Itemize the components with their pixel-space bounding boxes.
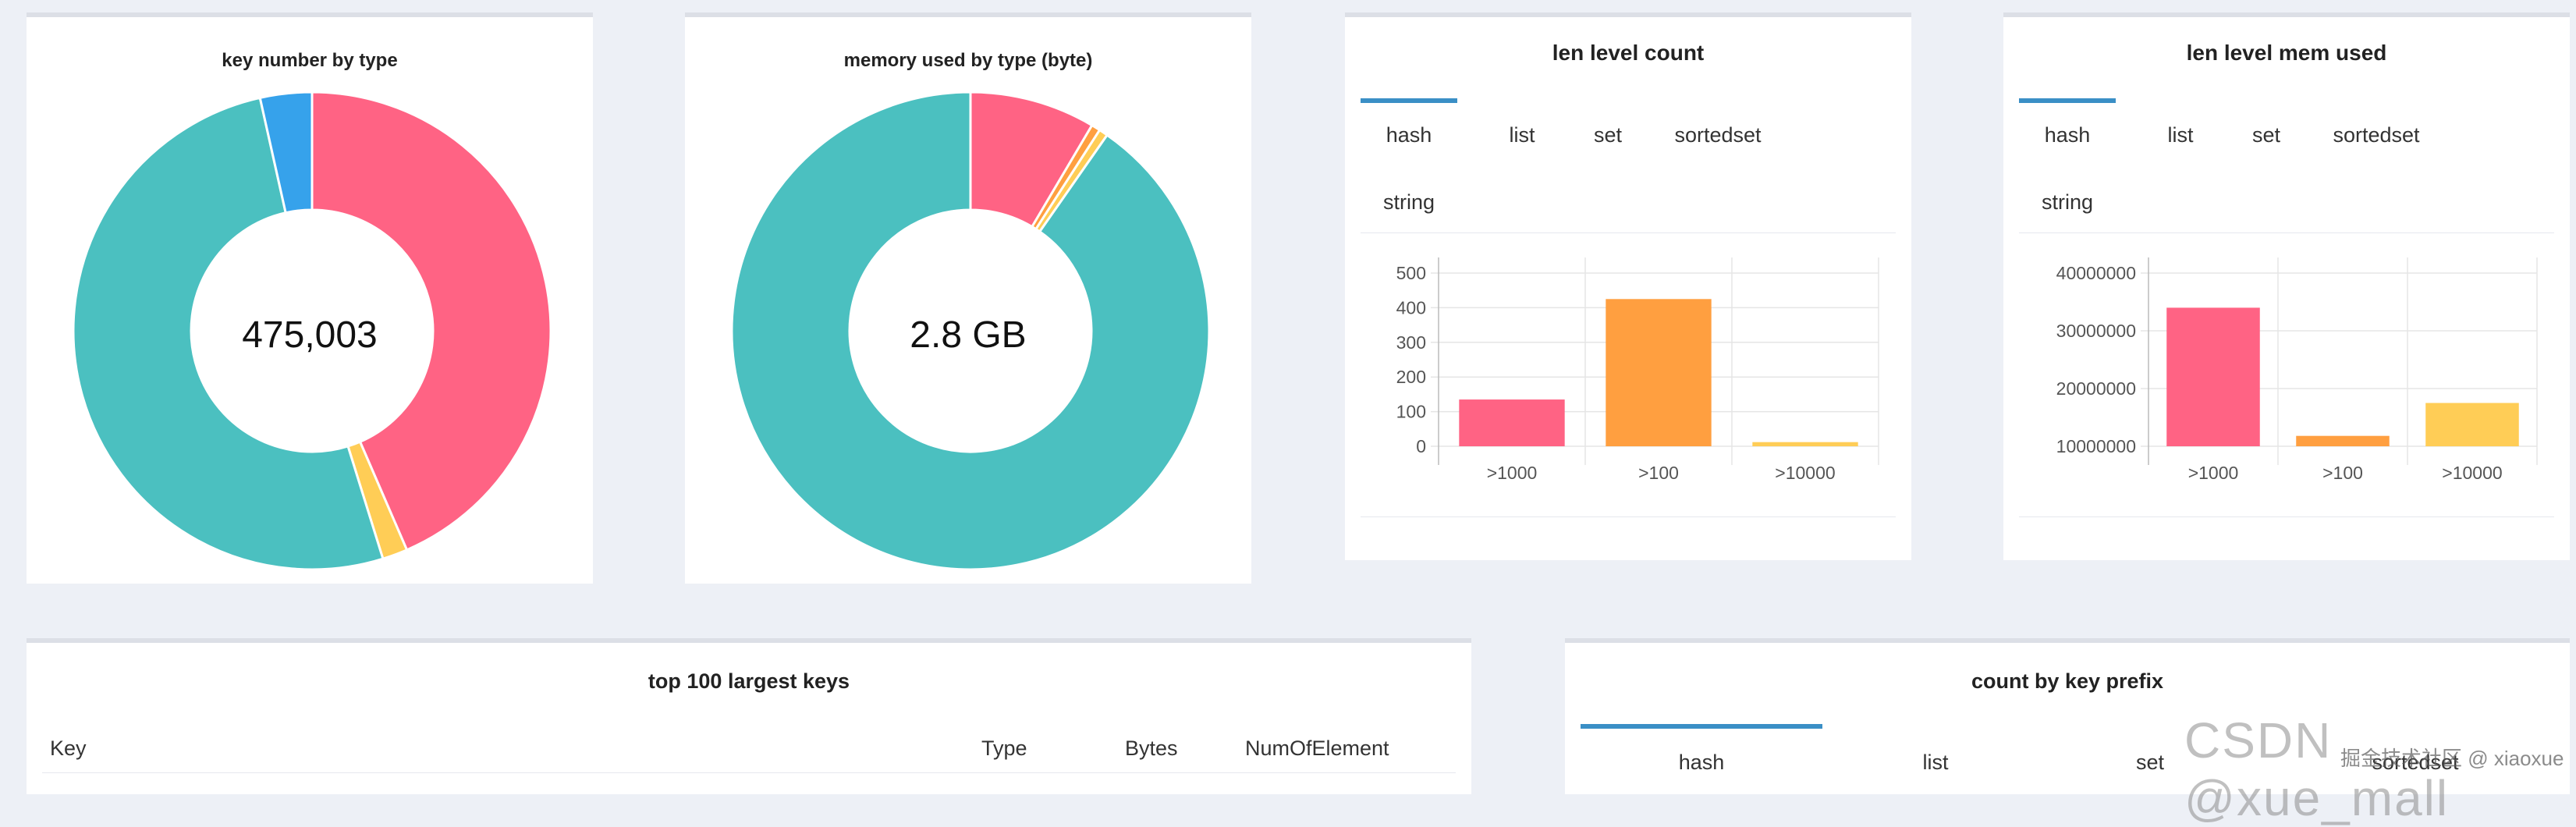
len-count-bar-2[interactable] [1752, 442, 1858, 446]
len-count-ytick-0: 0 [1416, 436, 1426, 456]
memory-title: memory used by type (byte) [843, 50, 1093, 71]
juejin-watermark: 掘金技术社区 @ xiaoxue [2340, 747, 2564, 770]
len-mem-xtick-1: >100 [2322, 463, 2363, 483]
len-mem-active-tab-indicator [2019, 98, 2116, 103]
len-mem-ytick-2: 30000000 [2056, 321, 2136, 341]
len-mem-card: len level mem used hash list set sorteds… [2003, 12, 2570, 560]
len-count-bottom-divider [1361, 516, 1896, 517]
prefix-active-tab-indicator [1581, 724, 1822, 729]
memory-card: memory used by type (byte) 2.8 GB [685, 12, 1251, 584]
memory-donut [729, 89, 1212, 573]
key-number-slice-0[interactable] [310, 91, 552, 552]
key-number-title: key number by type [222, 50, 398, 71]
len-count-chart: 0 100 200 300 400 500 >1000 >100 >10000 [1361, 242, 1896, 484]
len-count-tab-list[interactable]: list [1509, 123, 1535, 147]
len-mem-tab-string[interactable]: string [2041, 190, 2094, 214]
key-number-center-value: 475,003 [242, 314, 378, 356]
len-count-active-tab-indicator [1361, 98, 1457, 103]
top-keys-header-divider [42, 772, 1456, 773]
len-count-tab-set[interactable]: set [1593, 123, 1623, 147]
len-mem-bar-1[interactable] [2296, 435, 2390, 446]
len-mem-chart: 10000000 20000000 30000000 40000000 >1000 >10… [2019, 242, 2554, 484]
len-count-bar-0[interactable] [1459, 399, 1565, 446]
prefix-tab-list[interactable]: list [1922, 751, 1949, 774]
key-number-slice-3[interactable] [258, 91, 314, 215]
top-keys-card: top 100 largest keys Key Type Bytes NumO… [27, 638, 1471, 794]
len-mem-tab-hash[interactable]: hash [2019, 123, 2116, 147]
column-header-bytes[interactable]: Bytes [1125, 736, 1178, 760]
key-number-donut [70, 89, 554, 573]
len-count-xtick-0: >1000 [1487, 463, 1538, 483]
len-mem-tab-list[interactable]: list [2167, 123, 2194, 147]
len-count-tab-sortedset[interactable]: sortedset [1674, 123, 1762, 147]
len-count-ytick-3: 300 [1396, 332, 1426, 353]
top-keys-title: top 100 largest keys [648, 669, 850, 693]
column-header-numofelement[interactable]: NumOfElement [1245, 736, 1389, 760]
len-mem-tab-set[interactable]: set [2251, 123, 2281, 147]
len-mem-bar-2[interactable] [2425, 403, 2519, 447]
prefix-tab-set[interactable]: set [2135, 751, 2165, 774]
column-header-key[interactable]: Key [50, 736, 87, 760]
len-mem-ytick-3: 40000000 [2056, 263, 2136, 283]
prefix-card: count by key prefix hash list set sorted… [1565, 638, 2570, 794]
len-mem-chart-svg: 10000000 20000000 30000000 40000000 >1000 >10… [2056, 257, 2538, 483]
prefix-tab-hash[interactable]: hash [1581, 751, 1822, 775]
len-mem-xtick-0: >1000 [2188, 463, 2239, 483]
memory-donut-svg [730, 91, 1211, 571]
memory-slice-3[interactable] [730, 91, 1211, 571]
len-count-chart-svg: 0 100 200 300 400 500 >1000 >100 >10000 [1396, 257, 1879, 483]
prefix-title: count by key prefix [1971, 669, 2164, 693]
prefix-tab-sortedset[interactable]: sortedset [2372, 751, 2459, 774]
len-mem-bar-0[interactable] [2166, 307, 2260, 446]
len-count-bar-1[interactable] [1606, 299, 1712, 446]
len-mem-xtick-2: >10000 [2442, 463, 2502, 483]
len-count-ytick-4: 400 [1396, 297, 1426, 318]
memory-center-value: 2.8 GB [910, 314, 1027, 356]
len-count-ytick-5: 500 [1396, 263, 1426, 283]
len-mem-tabs-divider [2019, 232, 2554, 233]
len-mem-title: len level mem used [2186, 41, 2387, 65]
len-count-tab-string[interactable]: string [1382, 190, 1435, 214]
len-count-title: len level count [1552, 41, 1705, 65]
len-count-tabs-divider [1361, 232, 1896, 233]
len-mem-tab-sortedset[interactable]: sortedset [2333, 123, 2420, 147]
len-count-xtick-1: >100 [1638, 463, 1679, 483]
len-count-ytick-2: 200 [1396, 367, 1426, 387]
column-header-type[interactable]: Type [981, 736, 1027, 760]
len-mem-bottom-divider [2019, 516, 2554, 517]
len-count-ytick-1: 100 [1396, 402, 1426, 422]
key-number-slice-2[interactable] [72, 96, 385, 571]
key-number-donut-svg [72, 91, 552, 571]
len-count-card: len level count hash list set sortedset … [1345, 12, 1911, 560]
key-number-card: key number by type 475,003 [27, 12, 593, 584]
len-mem-ytick-1: 20000000 [2056, 378, 2136, 399]
len-count-xtick-2: >10000 [1775, 463, 1835, 483]
len-mem-ytick-0: 10000000 [2056, 436, 2136, 456]
len-count-tab-hash[interactable]: hash [1361, 123, 1457, 147]
